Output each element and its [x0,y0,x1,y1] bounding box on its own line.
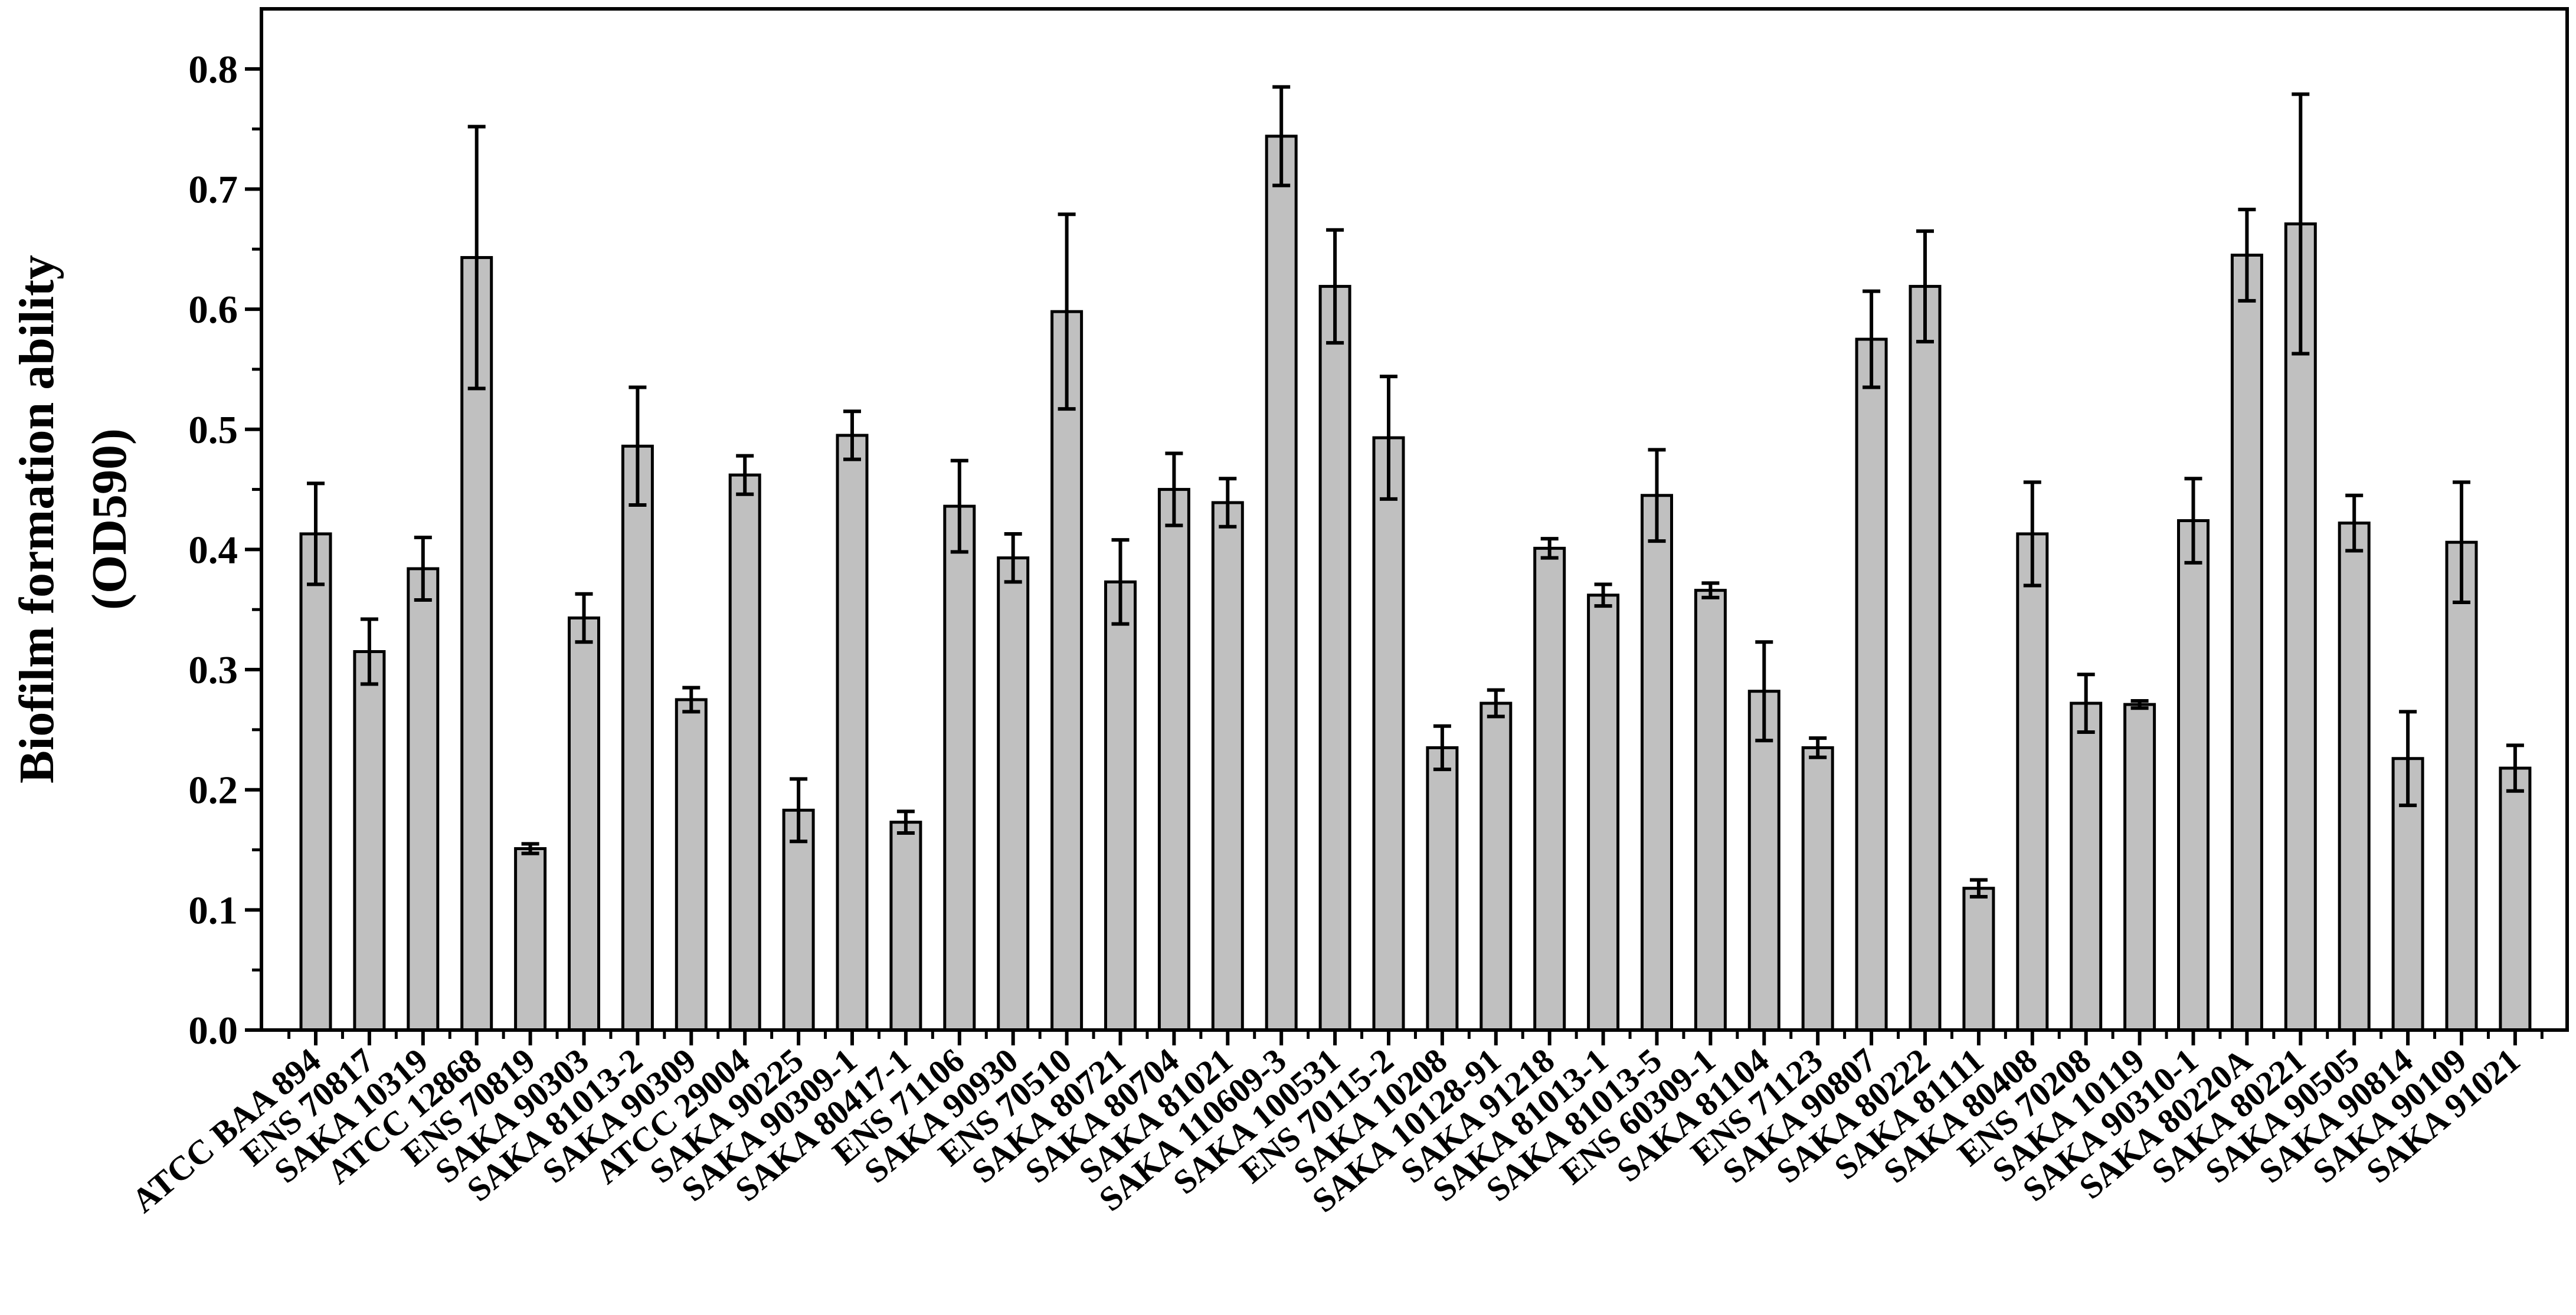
error-bar [467,124,486,391]
bar [1104,580,1137,1032]
bar [2445,540,2478,1032]
bar [675,698,708,1032]
error-bar [2077,673,2095,734]
error-bar [414,536,432,602]
error-bar [2130,699,2149,710]
error-bar [1487,688,1505,719]
bar [728,473,761,1032]
error-bar [2399,710,2417,808]
error-bar [307,481,325,586]
error-bar [1594,582,1612,608]
error-bar [1165,451,1183,527]
bar [1962,887,1995,1032]
error-bar [2506,743,2524,793]
bar [621,444,654,1032]
error-bar [2345,493,2364,553]
y-tick-label: 0.3 [188,648,238,692]
error-bar [1111,538,1130,626]
error-bar [2238,208,2256,303]
error-bar [1755,640,1773,743]
bar [1050,310,1084,1032]
bar [353,650,386,1032]
bar [1426,746,1459,1032]
error-bar [736,454,754,496]
error-bar [521,842,539,855]
bar [2499,766,2532,1032]
error-bar [1380,375,1397,501]
y-axis-ticks: 0.0 0.1 0.2 0.3 0.4 0.5 0.6 0.7 0.8 [188,48,261,1052]
error-bar [2292,92,2310,356]
bar [407,567,440,1032]
error-bar [575,592,593,644]
bars [299,85,2532,1032]
error-bar [1433,724,1451,772]
y-tick-label: 0.2 [188,769,238,812]
bar [836,434,869,1032]
y-tick-label: 0.8 [188,48,238,91]
y-tick-label: 0.7 [188,168,238,211]
error-bar [1004,532,1022,584]
y-axis-unit: (OD590) [82,428,137,610]
bar [2016,532,2049,1032]
bar [1533,546,1566,1032]
bar [1265,135,1298,1032]
error-bar [2023,480,2041,588]
error-bar [950,458,968,554]
error-bar [790,777,808,844]
bar [2070,701,2103,1032]
bar [1211,501,1244,1032]
error-bar [1326,228,1344,345]
plot-frame [260,7,2569,1032]
error-bar [360,617,378,686]
bar [2230,253,2263,1032]
bar [514,847,547,1032]
error-bar [682,686,701,714]
bar [568,616,600,1032]
bar [1157,488,1190,1032]
bar [2177,519,2210,1032]
error-bar [2453,480,2470,605]
error-bar [1916,229,1934,344]
bar [782,808,815,1032]
bar [1855,337,1888,1032]
bar [2123,703,2156,1032]
error-bar [1058,212,1076,411]
error-bar [1219,477,1237,529]
error-bar [1701,581,1720,599]
error-bar [1272,85,1291,188]
bar [1801,746,1834,1032]
bar [1587,593,1620,1032]
bar [889,821,922,1032]
bar [943,504,976,1032]
y-tick-label: 0.0 [188,1009,238,1052]
axes [260,7,2569,1032]
bar [997,556,1030,1032]
bar [2338,522,2371,1032]
y-tick-label: 0.5 [188,408,238,452]
error-bar [843,409,861,461]
y-tick-label: 0.4 [188,528,238,572]
error-bar [1540,537,1559,560]
error-bar [896,809,915,835]
error-bar [1809,736,1827,759]
bar [1909,284,1942,1032]
bar [1480,701,1513,1032]
bar [1694,589,1727,1032]
error-bar [2184,477,2202,565]
bar [299,532,332,1032]
error-bar [1969,878,1988,898]
bar [1641,494,1673,1032]
error-bar [1648,448,1666,543]
bar [1318,284,1351,1032]
error-bar [1863,289,1881,389]
y-tick-label: 0.6 [188,288,238,332]
y-axis-title: Biofilm formation ability [9,255,64,783]
error-bar [629,385,647,507]
bar [1372,436,1405,1032]
y-tick-label: 0.1 [188,888,238,932]
